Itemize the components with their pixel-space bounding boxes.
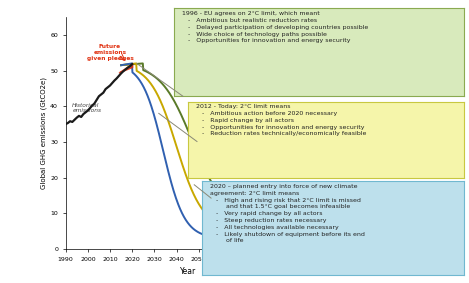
Text: 2020 – planned entry into force of new climate
agreement: 2°C limit means
   -  : 2020 – planned entry into force of new c… [210, 184, 364, 243]
Text: 2012 - Today: 2°C limit means
   -   Ambitious action before 2020 necessary
   -: 2012 - Today: 2°C limit means - Ambitiou… [196, 104, 366, 136]
X-axis label: Year: Year [180, 267, 196, 276]
Text: Future
emissions
given pledges: Future emissions given pledges [87, 44, 134, 61]
Text: Historical
emissions: Historical emissions [72, 103, 101, 113]
Text: 1996 - EU agrees on 2°C limit, which meant
   -   Ambitious but realistic reduct: 1996 - EU agrees on 2°C limit, which mea… [182, 11, 369, 43]
Y-axis label: Global GHG emissions (GtCO2e): Global GHG emissions (GtCO2e) [41, 77, 47, 189]
